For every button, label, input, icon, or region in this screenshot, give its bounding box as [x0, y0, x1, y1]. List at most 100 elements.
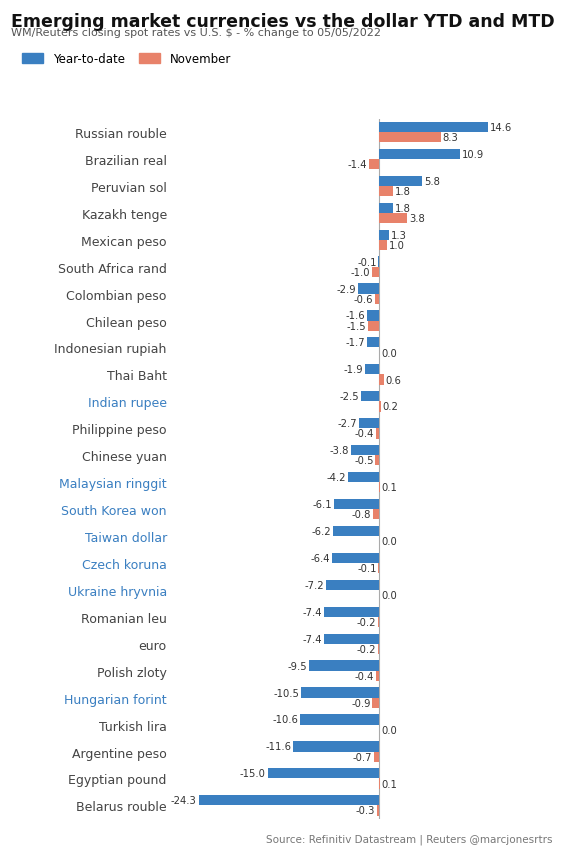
Text: -0.3: -0.3 [356, 805, 375, 815]
Bar [365, 365, 379, 375]
Bar [369, 160, 379, 170]
Text: 0.0: 0.0 [381, 537, 397, 547]
Bar [324, 606, 379, 617]
Bar [379, 133, 441, 143]
Text: 0.2: 0.2 [382, 402, 398, 412]
Bar [367, 311, 379, 322]
Text: 14.6: 14.6 [490, 123, 512, 133]
Bar [332, 553, 379, 563]
Text: -7.2: -7.2 [304, 580, 324, 590]
Text: -6.2: -6.2 [312, 526, 331, 537]
Text: Source: Refinitiv Datastream | Reuters @marcjonesrtrs: Source: Refinitiv Datastream | Reuters @… [266, 834, 553, 844]
Text: -0.4: -0.4 [355, 671, 374, 681]
Bar [374, 751, 379, 762]
Text: -1.9: -1.9 [344, 365, 363, 374]
Text: -7.4: -7.4 [303, 634, 322, 644]
Text: -2.9: -2.9 [336, 284, 356, 294]
Bar [367, 338, 379, 348]
Text: -6.1: -6.1 [312, 499, 332, 509]
Text: -0.5: -0.5 [354, 456, 373, 466]
Bar [333, 526, 379, 537]
Text: -0.6: -0.6 [353, 294, 373, 305]
Bar [379, 779, 380, 789]
Text: 0.0: 0.0 [381, 725, 397, 734]
Bar [357, 284, 379, 294]
Text: -0.7: -0.7 [353, 751, 372, 762]
Text: -11.6: -11.6 [265, 741, 291, 751]
Bar [372, 698, 379, 708]
Text: 0.1: 0.1 [382, 483, 398, 493]
Text: -10.6: -10.6 [272, 715, 299, 724]
Text: -1.7: -1.7 [345, 338, 365, 348]
Bar [379, 187, 393, 197]
Bar [373, 509, 379, 519]
Bar [378, 617, 379, 627]
Bar [324, 634, 379, 644]
Text: -7.4: -7.4 [303, 607, 322, 617]
Text: -6.4: -6.4 [310, 554, 329, 563]
Bar [379, 203, 393, 213]
Text: Emerging market currencies vs the dollar YTD and MTD: Emerging market currencies vs the dollar… [11, 13, 555, 31]
Text: -0.9: -0.9 [351, 698, 370, 708]
Text: 10.9: 10.9 [462, 149, 484, 160]
Bar [376, 429, 379, 439]
Text: -0.1: -0.1 [357, 564, 377, 573]
Text: -15.0: -15.0 [240, 769, 266, 779]
Bar [351, 445, 379, 456]
Bar [361, 392, 379, 402]
Bar [368, 322, 379, 332]
Bar [379, 149, 460, 160]
Text: -0.2: -0.2 [356, 644, 376, 654]
Bar [378, 644, 379, 654]
Text: -9.5: -9.5 [287, 661, 307, 670]
Bar [376, 456, 379, 466]
Bar [379, 375, 384, 386]
Text: 1.8: 1.8 [394, 204, 410, 213]
Bar [348, 473, 379, 483]
Bar [325, 580, 379, 590]
Bar [372, 267, 379, 277]
Text: -3.8: -3.8 [329, 445, 349, 456]
Bar [379, 213, 408, 223]
Bar [378, 257, 379, 267]
Bar [377, 805, 379, 815]
Bar [268, 769, 379, 779]
Text: -0.4: -0.4 [355, 429, 374, 439]
Text: -1.4: -1.4 [347, 160, 367, 170]
Text: 0.1: 0.1 [382, 779, 398, 789]
Bar [198, 795, 379, 805]
Text: -2.7: -2.7 [337, 419, 357, 429]
Bar [379, 177, 422, 187]
Text: 1.0: 1.0 [389, 241, 404, 251]
Text: -1.5: -1.5 [347, 322, 366, 331]
Text: 0.0: 0.0 [381, 590, 397, 601]
Bar [379, 123, 488, 133]
Bar [359, 419, 379, 429]
Text: -10.5: -10.5 [274, 688, 299, 698]
Text: -2.5: -2.5 [339, 392, 359, 402]
Bar [301, 688, 379, 698]
Bar [378, 563, 379, 573]
Text: -0.2: -0.2 [356, 618, 376, 627]
Text: -1.6: -1.6 [346, 311, 365, 321]
Text: WM/Reuters closing spot rates vs U.S. $ - % change to 05/05/2022: WM/Reuters closing spot rates vs U.S. $ … [11, 28, 381, 38]
Text: -1.0: -1.0 [351, 268, 370, 277]
Bar [379, 402, 381, 412]
Text: 8.3: 8.3 [443, 133, 458, 143]
Bar [379, 241, 386, 251]
Bar [308, 661, 379, 671]
Text: -0.1: -0.1 [357, 258, 377, 267]
Text: 3.8: 3.8 [409, 214, 425, 223]
Text: -4.2: -4.2 [327, 473, 346, 483]
Text: -24.3: -24.3 [171, 795, 197, 805]
Bar [379, 230, 389, 241]
Bar [376, 671, 379, 682]
Legend: Year-to-date, November: Year-to-date, November [17, 49, 235, 71]
Text: 5.8: 5.8 [424, 177, 440, 187]
Bar [293, 741, 379, 751]
Text: -0.8: -0.8 [352, 509, 372, 519]
Text: 0.0: 0.0 [381, 348, 397, 358]
Bar [300, 715, 379, 725]
Bar [334, 499, 379, 509]
Text: 0.6: 0.6 [385, 375, 401, 385]
